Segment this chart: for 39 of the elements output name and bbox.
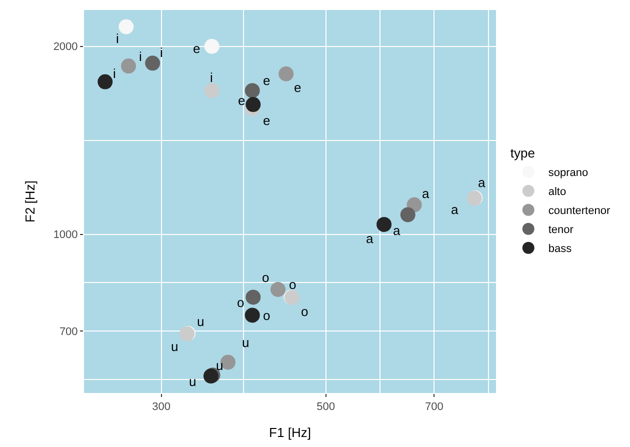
- data-label: o: [237, 295, 244, 310]
- x-tick-label: 500: [316, 401, 336, 414]
- data-label: a: [451, 202, 459, 217]
- data-label: i: [116, 31, 119, 46]
- data-label: u: [171, 339, 178, 354]
- data-label: u: [197, 314, 204, 329]
- legend-title: type: [510, 145, 535, 160]
- data-label: o: [289, 277, 296, 292]
- legend-label: bass: [548, 243, 572, 256]
- data-label: u: [242, 335, 250, 350]
- data-label: e: [263, 73, 270, 88]
- data-label: e: [238, 93, 246, 108]
- data-label: a: [478, 175, 486, 190]
- y-tick-label: 2000: [53, 41, 78, 54]
- y-tick-label: 1000: [53, 229, 78, 242]
- legend-label: tenor: [548, 224, 574, 236]
- data-label: u: [216, 358, 224, 373]
- data-label: a: [393, 223, 401, 238]
- data-label: i: [139, 49, 142, 64]
- y-tick-label: 700: [59, 326, 78, 338]
- y-axis-title: F2 [Hz]: [22, 180, 38, 222]
- data-label: e: [294, 80, 302, 95]
- data-label: o: [263, 308, 270, 323]
- x-axis-title: F1 [Hz]: [269, 424, 311, 440]
- data-label: i: [210, 70, 213, 85]
- legend-label: soprano: [548, 167, 588, 180]
- data-label: i: [160, 45, 163, 60]
- legend-label: countertenor: [548, 205, 610, 218]
- data-label: o: [301, 304, 308, 319]
- data-label: a: [422, 186, 430, 201]
- data-label: e: [263, 113, 270, 128]
- data-label: u: [189, 374, 196, 389]
- legend-label: alto: [548, 186, 566, 198]
- x-tick-label: 300: [152, 401, 170, 414]
- x-tick-label: 700: [425, 401, 444, 414]
- data-label: a: [366, 231, 374, 246]
- data-label: i: [113, 66, 116, 81]
- data-label: e: [193, 41, 200, 56]
- data-label: o: [262, 270, 270, 285]
